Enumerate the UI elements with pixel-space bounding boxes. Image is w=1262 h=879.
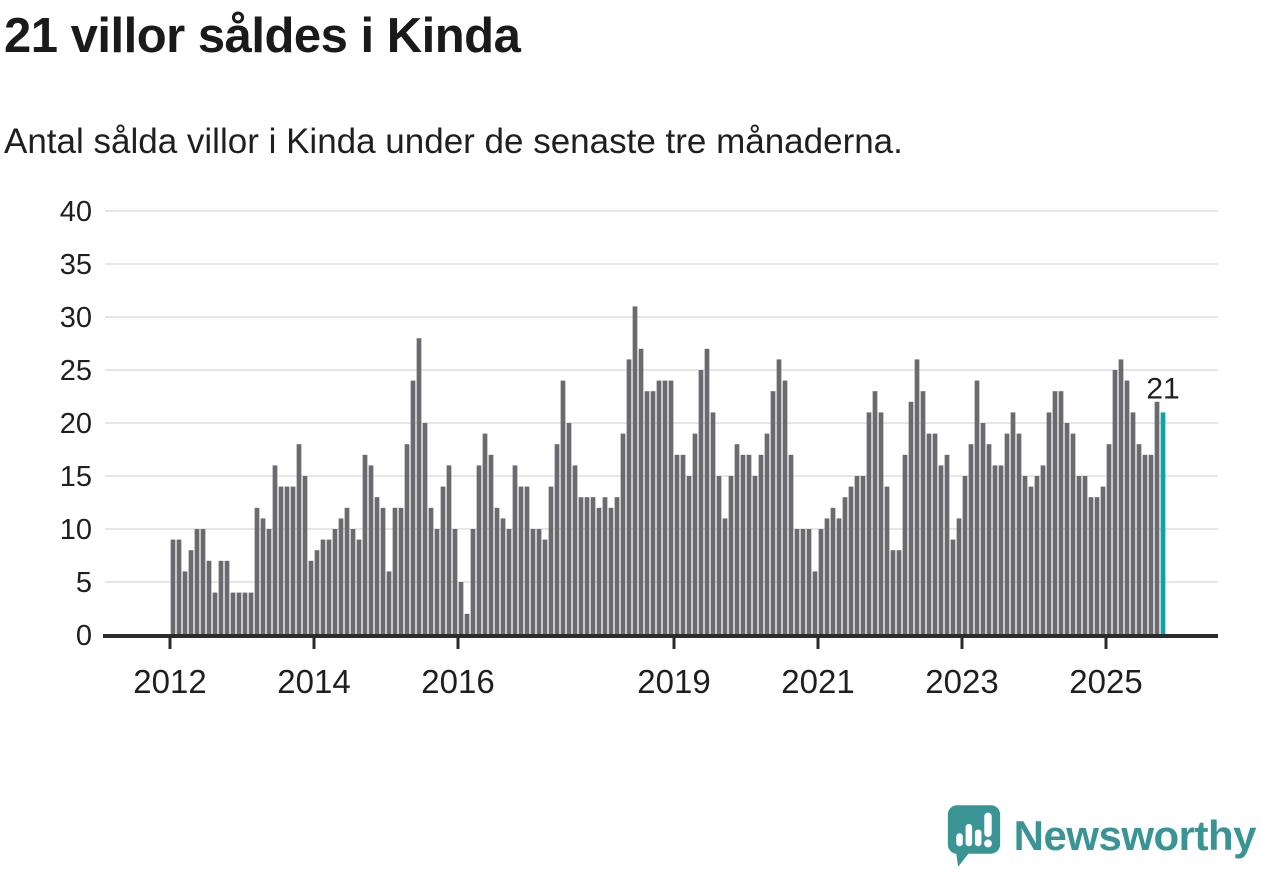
svg-text:25: 25 (60, 355, 92, 387)
svg-text:2014: 2014 (277, 663, 350, 700)
svg-text:0: 0 (76, 620, 92, 652)
svg-text:15: 15 (60, 461, 92, 493)
svg-text:2016: 2016 (421, 663, 494, 700)
newsworthy-logo-icon (947, 805, 1000, 867)
svg-text:20: 20 (60, 408, 92, 440)
svg-text:2023: 2023 (925, 663, 998, 700)
newsworthy-logo: Newsworthy (946, 803, 1257, 869)
svg-text:2025: 2025 (1069, 663, 1142, 700)
svg-text:5: 5 (76, 567, 92, 599)
bar-chart: 0 5 10 15 20 25 30 35 40 2012 2014 2016 2019 2021 2023… (0, 190, 1262, 720)
svg-text:21: 21 (1146, 372, 1179, 405)
page-title: 21 villor såldes i Kinda (4, 9, 521, 63)
svg-text:2012: 2012 (133, 663, 206, 700)
svg-text:10: 10 (60, 514, 92, 546)
chart-subtitle: Antal sålda villor i Kinda under de sena… (4, 122, 903, 161)
svg-text:2021: 2021 (781, 663, 854, 700)
svg-text:30: 30 (60, 302, 92, 334)
newsworthy-logo-text: Newsworthy (1013, 812, 1257, 859)
svg-text:35: 35 (60, 249, 92, 281)
svg-text:40: 40 (60, 196, 92, 228)
svg-text:2019: 2019 (637, 663, 710, 700)
